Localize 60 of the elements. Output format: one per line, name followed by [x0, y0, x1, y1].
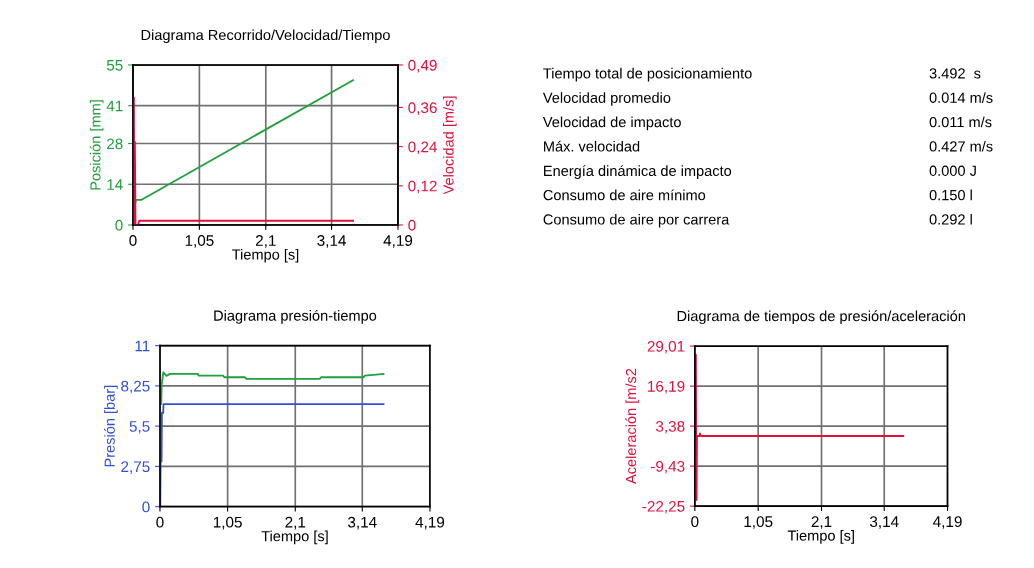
y2-tick-label: 0,24 [408, 141, 437, 155]
y-tick-label: 5,5 [129, 421, 150, 434]
x-axis-title: Tiempo [s] [261, 530, 328, 545]
x-tick-label: 2,1 [255, 235, 276, 248]
y-tick-label: -9,43 [650, 460, 685, 474]
text: Máx. velocidad [544, 140, 640, 152]
y-axis-title: Aceleración [m/s2 [625, 368, 640, 484]
y-axis-title: Posición [mm] [89, 100, 104, 190]
x-tick-label: 2,1 [285, 516, 306, 530]
x-tick-label: 4,19 [383, 235, 413, 248]
x-tick-label: 4,19 [415, 516, 445, 530]
text: 0.011 m/s [929, 116, 992, 128]
y-tick-label: 16,19 [648, 380, 685, 394]
y-tick-label: 2,75 [121, 461, 150, 474]
y-tick-label: 29,01 [647, 340, 685, 354]
y-axis-title: Presión [bar] [103, 385, 118, 467]
x-tick-label: 1,05 [744, 516, 773, 529]
y-tick-label: 55 [106, 60, 123, 71]
text: Velocidad de impacto [542, 116, 681, 131]
text: 0.014 m/s [929, 92, 993, 103]
y2-axis-title: Velocidad [m/s] [443, 96, 457, 195]
y-tick-label: 11 [135, 340, 150, 352]
chart-title: Diagrama Recorrido/Velocidad/Tiempo [141, 29, 390, 44]
y-tick-label: -22,25 [642, 500, 685, 514]
x-tick-label: 0 [691, 516, 699, 528]
y-tick-label: 0 [142, 501, 150, 513]
text: 0.000 J [929, 165, 976, 176]
line-series [159, 371, 385, 406]
x-tick-label: 1,05 [213, 516, 242, 530]
text: 3.492 s [929, 68, 981, 79]
x-tick-label: 3,14 [317, 235, 346, 248]
text: Energía dinámica de impacto [544, 165, 732, 179]
text: 0.292 l [929, 213, 972, 225]
y-tick-label: 28 [107, 138, 123, 150]
text: Consumo de aire por carrera [543, 213, 730, 228]
x-tick-label: 0 [156, 516, 164, 528]
x-tick-label: 2,1 [811, 516, 832, 529]
x-tick-label: 4,19 [933, 516, 962, 529]
text: 0.150 l [929, 189, 972, 201]
chart-title: Diagrama presión-tiempo [214, 309, 377, 324]
y-tick-label: 0 [115, 219, 123, 231]
y2-tick-label: 0,12 [408, 180, 437, 194]
y2-tick-label: 0 [408, 219, 416, 231]
x-tick-label: 1,05 [185, 235, 214, 248]
y-tick-label: 14 [107, 179, 123, 190]
y-tick-label: 41 [106, 100, 123, 112]
y2-tick-label: 0,36 [408, 102, 437, 115]
text: Consumo de aire mínimo [543, 189, 706, 201]
x-tick-label: 3,14 [348, 516, 377, 530]
text: 0.427 m/s [929, 140, 993, 152]
x-axis-title: Tiempo [s] [232, 248, 299, 263]
x-axis-title: Tiempo [s] [787, 530, 854, 544]
y2-tick-label: 0,49 [408, 59, 437, 73]
y-tick-label: 8,25 [121, 380, 150, 394]
x-tick-label: 3,14 [869, 516, 899, 529]
y-tick-label: 3,38 [655, 420, 685, 434]
text: Tiempo total de posicionamiento [543, 67, 752, 82]
line-series [694, 353, 905, 501]
chart-title: Diagrama de tiempos de presión/aceleración [677, 310, 965, 325]
text: Velocidad promedio [542, 92, 671, 106]
